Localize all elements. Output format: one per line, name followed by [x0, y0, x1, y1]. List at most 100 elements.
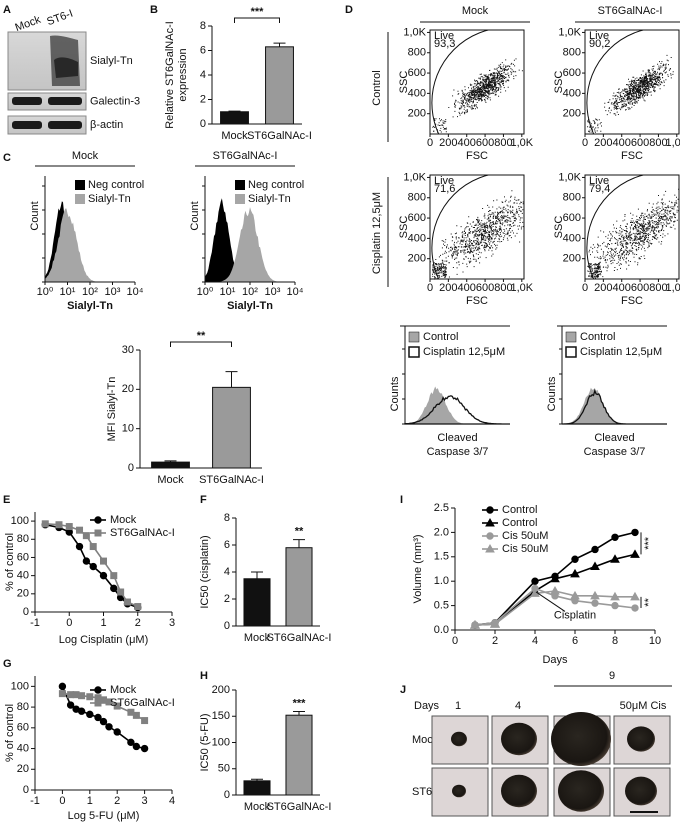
x-tick-label: 8	[612, 635, 618, 647]
row-header: Cisplatin 12,5μM	[371, 192, 383, 274]
y-axis-label: Volume (mm³)	[412, 534, 424, 603]
x-axis-label: Days	[542, 654, 568, 666]
marker	[41, 520, 49, 528]
plot-frame	[429, 29, 525, 135]
bar	[151, 461, 190, 469]
marker	[113, 728, 121, 736]
days-label: Days	[414, 700, 440, 712]
legend-label: ST6GalNAc-I	[110, 697, 175, 709]
y-tick-label: 0	[200, 118, 206, 130]
bar	[285, 547, 313, 627]
event-dots	[587, 188, 680, 279]
significance: **	[295, 526, 304, 538]
marker	[86, 710, 94, 719]
x-tick-label: 200	[439, 282, 457, 294]
legend-label: Control	[502, 517, 537, 529]
legend-label: Control	[502, 504, 537, 516]
y-axis-label: SSC	[553, 216, 565, 239]
y-tick-label: 0	[23, 606, 29, 618]
y-tick-label: 600	[563, 212, 581, 224]
y-tick-label: 800	[563, 47, 581, 59]
bar	[285, 714, 313, 796]
column-header: ST6GalNAc-I	[598, 5, 663, 17]
marker	[631, 528, 639, 537]
spheroid	[627, 726, 655, 752]
marker	[631, 604, 639, 612]
x-tick-label: 0	[582, 282, 588, 294]
marker	[58, 682, 67, 691]
series-line	[474, 590, 635, 626]
spheroid	[451, 731, 467, 747]
x-tick-label: -1	[30, 617, 40, 629]
histogram	[562, 387, 667, 424]
bar	[212, 386, 251, 469]
day-label: 9	[609, 670, 615, 682]
y-axis-label: MFI Sialyl-Tn	[106, 377, 118, 442]
y-tick-label: 4	[200, 69, 206, 81]
error-bar	[293, 539, 305, 548]
x-tick-label: 1,0K	[665, 282, 680, 294]
x-tick-label: ST6GalNAc-I	[247, 130, 312, 142]
plot-frame	[584, 29, 680, 135]
y-tick-label: 800	[408, 192, 426, 204]
legend-label: Mock	[110, 514, 137, 526]
x-tick-label: 3	[142, 795, 148, 807]
marker	[486, 506, 494, 514]
y-tick-label: 1,0K	[558, 171, 581, 183]
bar	[243, 780, 271, 796]
x-tick-label: 400	[613, 282, 631, 294]
y-tick-label: 1,0K	[403, 26, 426, 38]
y-tick-label: 50	[218, 763, 230, 775]
y-tick-label: 800	[408, 47, 426, 59]
y-tick-label: 100	[212, 736, 230, 748]
legend-label: Cis 50uM	[502, 530, 548, 542]
plot-title: ST6GalNAc-I	[213, 150, 278, 162]
gate-value: 71,6	[434, 183, 455, 195]
marker	[76, 526, 84, 534]
marker	[141, 717, 149, 725]
x-tick-label: 6	[572, 635, 578, 647]
histogram	[45, 208, 135, 282]
marker	[89, 562, 97, 571]
band-label: β-actin	[90, 119, 123, 131]
x-axis-label: FSC	[466, 150, 488, 162]
y-tick-label: 0	[224, 789, 230, 801]
y-tick-label: 200	[563, 108, 581, 120]
x-tick-label: 3	[169, 617, 175, 629]
marker	[99, 571, 108, 580]
y-tick-label: 0	[23, 784, 29, 796]
legend-swatch	[75, 180, 85, 190]
marker	[65, 523, 73, 531]
band-label: Sialyl-Tn	[90, 55, 133, 67]
significance: ***	[293, 697, 307, 709]
x-axis-label: FSC	[621, 295, 643, 307]
marker	[94, 713, 102, 722]
marker	[89, 543, 97, 551]
x-axis-label: FSC	[621, 150, 643, 162]
plot-frame	[584, 174, 680, 280]
panel-label: H	[200, 670, 208, 682]
legend-swatch	[75, 194, 85, 204]
histogram	[404, 395, 510, 425]
gate	[431, 175, 524, 279]
legend-label: Neg control	[248, 179, 304, 191]
significance: ***	[251, 6, 265, 18]
x-tick-label: 10³	[265, 286, 281, 298]
marker	[490, 619, 500, 628]
marker	[82, 557, 91, 565]
x-tick-label: ST6GalNAc-I	[267, 632, 332, 644]
legend-label: Sialyl-Tn	[248, 193, 291, 205]
y-tick-label: 10	[122, 423, 134, 435]
x-tick-label: 1,0K	[510, 282, 533, 294]
y-tick-label: 1,0K	[403, 171, 426, 183]
marker	[99, 717, 108, 726]
gate-label: Live	[434, 30, 454, 42]
x-tick-label: 4	[169, 795, 175, 807]
y-tick-label: 6	[200, 44, 206, 56]
y-axis-label: Counts	[389, 376, 401, 411]
y-axis-label: SSC	[553, 71, 565, 94]
error-bar	[225, 371, 238, 388]
marker	[132, 742, 141, 751]
legend-label: Control	[423, 331, 458, 343]
spheroid	[501, 722, 537, 756]
